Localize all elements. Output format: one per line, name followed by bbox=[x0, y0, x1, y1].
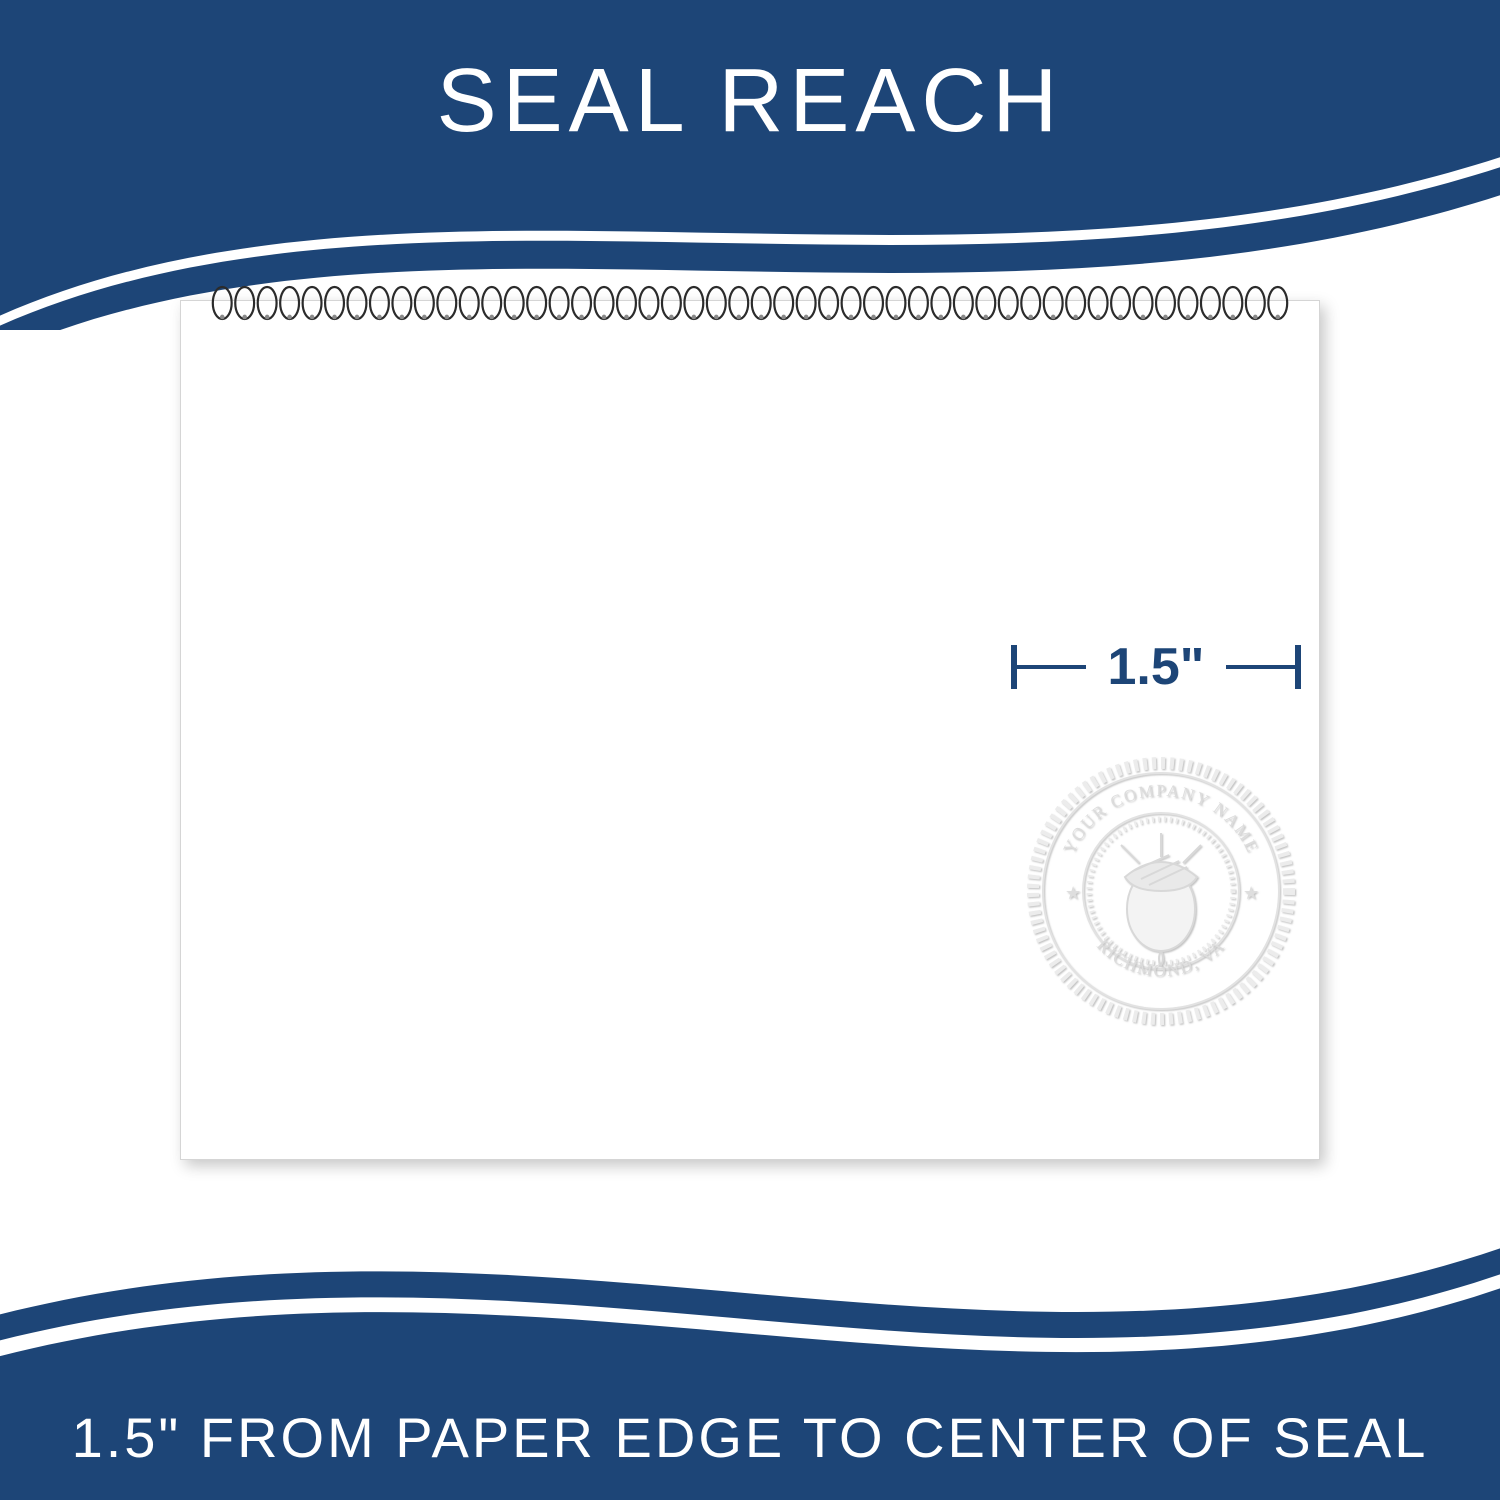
page-title: SEAL REACH bbox=[0, 50, 1500, 153]
spiral-binding bbox=[211, 283, 1289, 323]
notepad: 1.5" YOUR COMPANY NAME RICHMOND, bbox=[180, 300, 1320, 1160]
measure-value: 1.5" bbox=[1086, 638, 1227, 696]
footer-caption: 1.5" FROM PAPER EDGE TO CENTER OF SEAL bbox=[0, 1405, 1500, 1470]
measurement-bracket: 1.5" bbox=[1011, 627, 1301, 707]
embossed-seal: YOUR COMPANY NAME RICHMOND, VA ★ ★ bbox=[1021, 751, 1301, 1031]
acorn-icon bbox=[1121, 833, 1201, 965]
svg-text:★: ★ bbox=[1065, 883, 1081, 903]
measure-label: 1.5" bbox=[1011, 637, 1301, 697]
svg-text:★: ★ bbox=[1243, 883, 1259, 903]
